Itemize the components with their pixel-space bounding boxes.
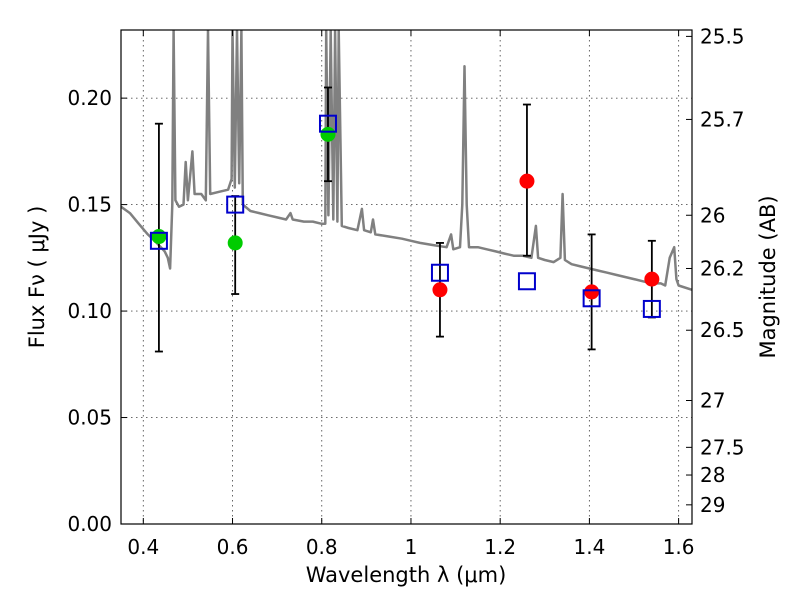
x-tick-label: 1.2: [484, 535, 516, 559]
model-spectrum-layer: [121, 30, 692, 291]
right-tick-label: 29: [700, 493, 725, 517]
right-tick-label: 26.5: [700, 318, 745, 342]
y-tick-label: 0.05: [67, 406, 112, 430]
x-axis-title: Wavelength λ (μm): [306, 563, 507, 587]
tick-layer: 0.4 0.6 0.8 1 1.2 1.4 1.6 0.00 0.05 0.10 0.15 0.20 2…: [67, 24, 744, 559]
y-tick-label: 0.15: [67, 193, 112, 217]
x-tick-label: 0.8: [306, 535, 338, 559]
right-tick-label: 26.2: [700, 256, 745, 280]
y-tick-label: 0.00: [67, 512, 112, 536]
error-bar-layer: [154, 86, 656, 353]
right-tick-label: 27: [700, 389, 725, 413]
data-point-square: [226, 195, 245, 214]
data-point-circle: [151, 229, 167, 245]
data-point-circle: [644, 271, 660, 287]
model-spectrum-line: [121, 30, 692, 291]
data-point-square: [582, 289, 601, 308]
x-tick-label: 1.4: [573, 535, 605, 559]
x-tick-label: 1: [405, 535, 418, 559]
data-point-circle: [432, 282, 448, 298]
right-axis-title: Magnitude (AB): [756, 195, 780, 358]
data-point-circle: [519, 173, 535, 189]
data-point-square: [642, 299, 661, 318]
right-tick-label: 28: [700, 463, 725, 487]
y-axis-title: Flux Fν ( μJy ): [25, 206, 49, 349]
data-point-circle: [584, 284, 600, 300]
data-point-circle: [227, 235, 243, 251]
x-tick-label: 0.6: [217, 535, 249, 559]
data-point-square: [149, 231, 168, 250]
data-point-square: [430, 263, 449, 282]
plot-frame: [120, 29, 693, 525]
y-tick-label: 0.20: [67, 86, 112, 110]
right-tick-label: 26: [700, 203, 725, 227]
marker-layer: [149, 114, 661, 318]
x-tick-label: 0.4: [127, 535, 159, 559]
data-point-square: [517, 272, 536, 291]
right-tick-label: 25.5: [700, 24, 745, 48]
right-tick-label: 25.7: [700, 107, 745, 131]
x-tick-label: 1.6: [663, 535, 695, 559]
data-point-square: [318, 114, 337, 133]
y-tick-label: 0.10: [67, 299, 112, 323]
right-tick-label: 27.5: [700, 435, 745, 459]
data-point-circle: [320, 126, 336, 142]
